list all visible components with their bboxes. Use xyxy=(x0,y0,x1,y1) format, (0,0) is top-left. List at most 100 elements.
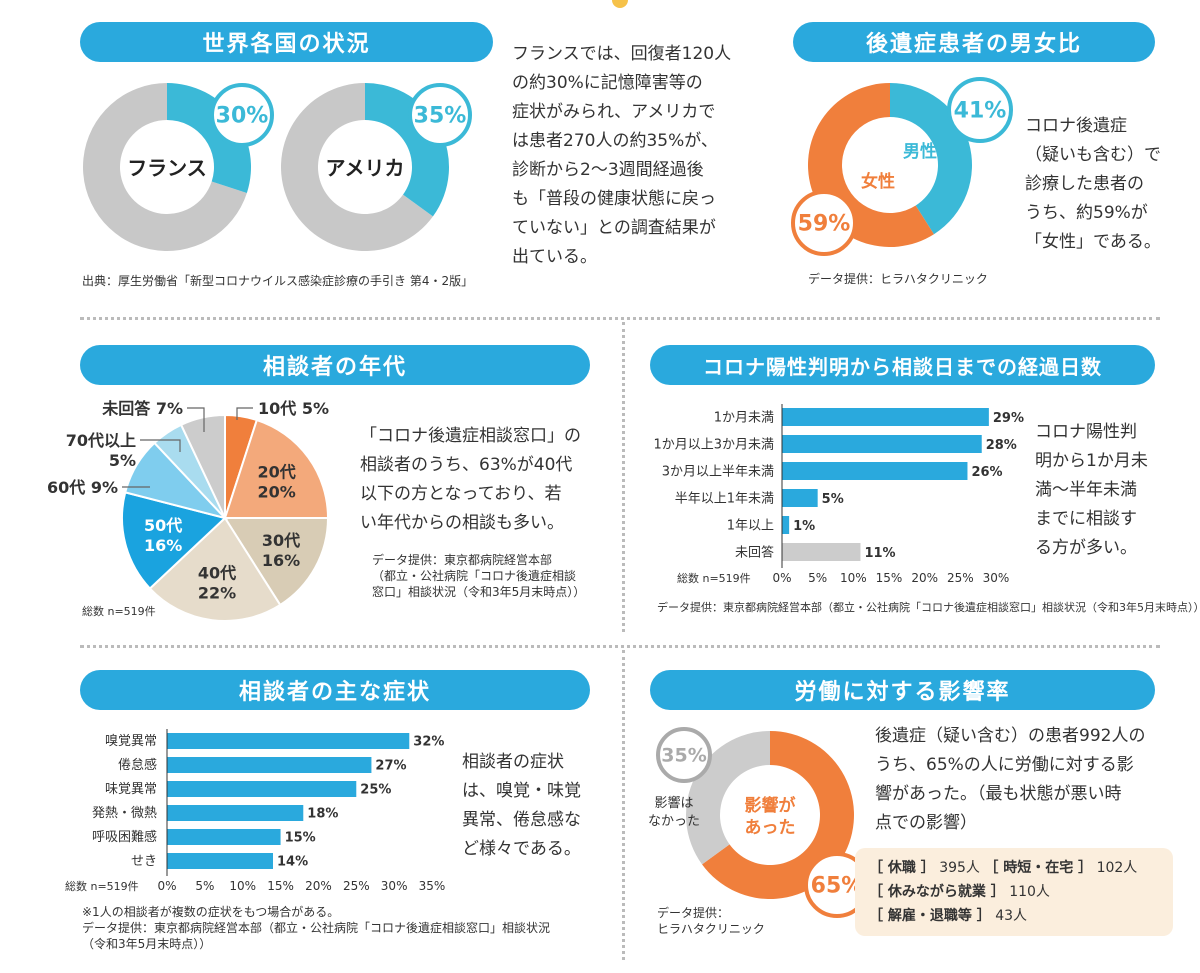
days-total: 総数 n=519件 xyxy=(677,571,751,585)
pie-slice-未回答 xyxy=(179,413,226,519)
donut-value-0-bubble xyxy=(210,83,274,147)
pie-ext-label-70s-value: 5% xyxy=(109,451,136,470)
days-title: コロナ陽性判明から相談日までの経過日数 xyxy=(650,345,1155,385)
symptoms-title: 相談者の主な症状 xyxy=(80,670,590,710)
donut-rest-1 xyxy=(281,83,433,251)
top-marker xyxy=(612,0,628,8)
age-source-line: 窓口」相談状況（令和3年5月末時点）） xyxy=(372,585,586,599)
symptoms-bar-0 xyxy=(167,733,410,749)
gender-text: コロナ後遺症 （疑いも含む）で 診療した患者の うち、約59%が 「女性」である。 xyxy=(1025,112,1195,257)
work-no-value-bubble xyxy=(656,727,712,783)
age-source: データ提供：東京都病院経営本部 （都立・公社病院「コロナ後遺症相談 窓口」相談状況（… xyxy=(372,552,585,600)
days-text-line: る方が多い。 xyxy=(1035,538,1137,558)
pie-leader-10s xyxy=(236,407,253,420)
symptoms-category-5: せき xyxy=(131,854,157,869)
pie-ext-label-10代: 10代 5% xyxy=(258,399,329,418)
symptoms-tick-3: 15% xyxy=(267,879,294,893)
donut-value-0-label: 30% xyxy=(216,104,269,129)
days-value-1: 28% xyxy=(986,438,1017,453)
world-text-line: は患者270人の約35%が、 xyxy=(512,131,718,151)
days-tick-2: 10% xyxy=(840,571,867,585)
days-value-0: 29% xyxy=(993,411,1024,426)
age-source-line: データ提供：東京都病院経営本部 xyxy=(372,553,553,567)
pie-ext-label-70s-name: 70代以上 xyxy=(66,431,136,450)
gender-text-line: （疑いも含む）で xyxy=(1025,145,1161,165)
symptoms-notes: ※1人の相談者が複数の症状をもつ場合がある。 データ提供：東京都病院経営本部（都立… xyxy=(82,904,550,952)
work-breakdown-count: 43人 xyxy=(990,908,1028,924)
symptoms-bar-3 xyxy=(167,805,304,821)
work-text-line: 点での影響） xyxy=(875,813,977,833)
world-text-line: の約30%に記憶障害等の xyxy=(512,73,703,93)
age-source-line: （都立・公社病院「コロナ後遺症相談 xyxy=(372,569,577,583)
symptoms-bar-4 xyxy=(167,829,281,845)
work-source-line: ヒラハタクリニック xyxy=(657,922,765,936)
work-text: 後遺症（疑い含む）の患者992人の うち、65%の人に労働に対する影 響があった。（… xyxy=(875,722,1175,838)
days-bar-2 xyxy=(782,462,968,480)
days-category-3: 半年以上1年未満 xyxy=(675,492,774,507)
pie-label-name-20代: 20代 xyxy=(258,462,296,481)
age-title: 相談者の年代 xyxy=(80,345,590,385)
gender-text-line: コロナ後遺症 xyxy=(1025,116,1127,136)
divider-1 xyxy=(80,317,1160,320)
days-text-line: 明から1か月未 xyxy=(1035,451,1148,471)
pie-slice-40代 xyxy=(148,516,282,622)
gender-female-value-bubble xyxy=(791,190,857,256)
work-source-line: データ提供： xyxy=(657,906,730,920)
days-tick-3: 15% xyxy=(876,571,903,585)
gender-source: データ提供：ヒラハタクリニック xyxy=(808,272,988,286)
world-text-line: フランスでは、回復者120人 xyxy=(512,44,732,64)
pie-label-value-20代: 20% xyxy=(258,482,296,501)
work-text-line: 響があった。（最も状態が悪い時 xyxy=(875,784,1122,804)
days-bar-chart: 1か月未満 29% 1か月以上3か月未満 28% 3か月以上半年未満 26% 半年以上1年未… xyxy=(653,404,1024,585)
days-text: コロナ陽性判 明から1か月未 満〜半年未満 までに相談す る方が多い。 xyxy=(1035,418,1185,563)
symptoms-tick-7: 35% xyxy=(419,879,446,893)
days-bar-1 xyxy=(782,435,982,453)
world-text: フランスでは、回復者120人 の約30%に記憶障害等の 症状がみられ、アメリカで は患… xyxy=(512,40,782,272)
days-value-5: 11% xyxy=(864,546,895,561)
days-category-0: 1か月未満 xyxy=(714,411,774,426)
symptoms-value-5: 14% xyxy=(277,854,308,869)
work-breakdown-row: ［ 休みながら就業 ］ 110人 xyxy=(869,880,1159,904)
age-total: 総数 n=519件 xyxy=(82,605,156,618)
divider-v1 xyxy=(622,322,625,632)
days-text-line: コロナ陽性判 xyxy=(1035,422,1137,442)
pie-slice-20代 xyxy=(223,418,330,519)
days-bar-0 xyxy=(782,408,989,426)
work-breakdown-count: 102人 xyxy=(1092,860,1138,876)
symptoms-tick-4: 20% xyxy=(305,879,332,893)
days-category-4: 1年以上 xyxy=(727,519,774,534)
symptoms-text-line: は、嗅覚・味覚 xyxy=(462,781,581,801)
symptoms-note-line: （令和3年5月末時点）） xyxy=(82,937,212,951)
days-tick-5: 25% xyxy=(947,571,974,585)
symptoms-bar-1 xyxy=(167,757,372,773)
work-yes-value-label: 65% xyxy=(811,874,864,899)
symptoms-value-1: 27% xyxy=(375,758,406,773)
age-text-line: い年代からの相談も多い。 xyxy=(360,513,564,533)
work-no-label-2: なかった xyxy=(648,814,700,829)
work-breakdown-row: ［ 解雇・退職等 ］ 43人 xyxy=(869,904,1159,928)
days-source: データ提供：東京都病院経営本部（都立・公社病院「コロナ後遺症相談窓口」相談状況（… xyxy=(657,601,1200,614)
age-text-line: 「コロナ後遺症相談窓口」の xyxy=(360,426,581,446)
pie-label-value-40代: 22% xyxy=(198,583,236,602)
days-value-3: 5% xyxy=(822,492,844,507)
days-bar-3 xyxy=(782,489,818,507)
gender-male-value-label: 41% xyxy=(954,99,1007,124)
age-text-line: 以下の方となっており、若 xyxy=(360,484,562,504)
work-breakdown-label: ［ 休職 ］ xyxy=(869,860,935,876)
symptoms-tick-5: 25% xyxy=(343,879,370,893)
days-category-2: 3か月以上半年未満 xyxy=(662,465,774,480)
divider-2 xyxy=(80,645,1160,648)
work-breakdown-label: ［ 休みながら就業 ］ xyxy=(869,884,1005,900)
days-bar-4 xyxy=(782,516,790,534)
gender-text-line: 「女性」である。 xyxy=(1025,232,1161,252)
days-tick-1: 5% xyxy=(808,571,827,585)
work-breakdown-label: ［ 解雇・退職等 ］ xyxy=(869,908,991,924)
work-no-label-1: 影響は xyxy=(654,795,693,811)
world-text-line: ていない」との調査結果が xyxy=(512,218,716,238)
donut-value-1-label: 35% xyxy=(414,104,467,129)
gender-text-line: うち、約59%が xyxy=(1025,203,1148,223)
work-breakdown-label: ［ 時短・在宅 ］ xyxy=(984,860,1093,876)
days-tick-6: 30% xyxy=(983,571,1010,585)
